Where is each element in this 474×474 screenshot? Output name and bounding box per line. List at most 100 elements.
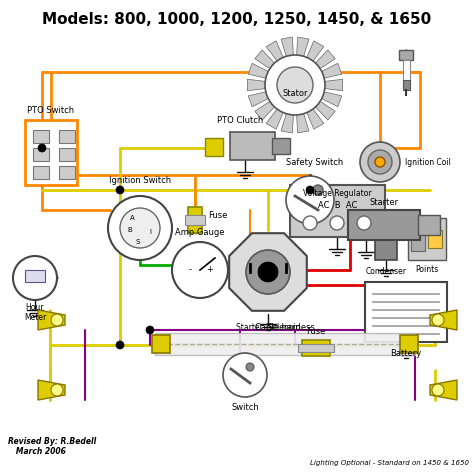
Text: PTO Switch: PTO Switch: [27, 106, 74, 115]
Text: Lighting Optional - Standard on 1450 & 1650: Lighting Optional - Standard on 1450 & 1…: [310, 460, 469, 466]
FancyBboxPatch shape: [302, 340, 330, 356]
Circle shape: [51, 314, 63, 326]
Text: Ignition Coil: Ignition Coil: [405, 157, 451, 166]
FancyBboxPatch shape: [185, 215, 205, 225]
Text: PTO Clutch: PTO Clutch: [217, 116, 263, 125]
Text: +: +: [207, 265, 213, 274]
Text: Starter  Solenoid: Starter Solenoid: [236, 322, 300, 331]
Circle shape: [286, 176, 334, 224]
Polygon shape: [322, 92, 342, 107]
FancyBboxPatch shape: [411, 223, 425, 251]
Circle shape: [13, 256, 57, 300]
Text: A: A: [129, 215, 134, 221]
Text: Switch: Switch: [231, 402, 259, 411]
FancyBboxPatch shape: [272, 138, 290, 154]
Circle shape: [116, 186, 124, 194]
Circle shape: [368, 150, 392, 174]
Circle shape: [330, 216, 344, 230]
Text: Hour: Hour: [26, 303, 44, 312]
FancyBboxPatch shape: [298, 344, 334, 352]
FancyBboxPatch shape: [408, 218, 446, 260]
Polygon shape: [266, 41, 283, 61]
Text: Voltage Regulator: Voltage Regulator: [303, 189, 372, 198]
Text: Starter: Starter: [369, 198, 399, 207]
Circle shape: [172, 242, 228, 298]
Circle shape: [146, 326, 154, 334]
Circle shape: [223, 353, 267, 397]
FancyBboxPatch shape: [188, 207, 202, 233]
Circle shape: [360, 142, 400, 182]
Polygon shape: [307, 109, 324, 129]
Text: Condenser: Condenser: [365, 267, 407, 276]
FancyBboxPatch shape: [33, 148, 49, 161]
Polygon shape: [430, 380, 457, 400]
FancyBboxPatch shape: [25, 120, 77, 185]
Polygon shape: [248, 92, 268, 107]
Polygon shape: [248, 64, 268, 78]
Text: AC  B  AC: AC B AC: [318, 201, 357, 210]
Polygon shape: [281, 114, 293, 133]
Polygon shape: [307, 41, 324, 61]
FancyBboxPatch shape: [399, 50, 413, 60]
Text: Points: Points: [415, 265, 438, 274]
Text: I: I: [149, 229, 151, 235]
Circle shape: [313, 185, 323, 195]
Circle shape: [303, 216, 317, 230]
Text: Models: 800, 1000, 1200, 1250, 1450, & 1650: Models: 800, 1000, 1200, 1250, 1450, & 1…: [42, 12, 432, 27]
FancyBboxPatch shape: [25, 270, 45, 282]
Circle shape: [357, 216, 371, 230]
FancyBboxPatch shape: [365, 282, 447, 342]
Text: -: -: [189, 265, 191, 274]
Circle shape: [38, 144, 46, 152]
FancyBboxPatch shape: [33, 130, 49, 143]
Circle shape: [277, 67, 313, 103]
Polygon shape: [247, 79, 265, 91]
Polygon shape: [281, 37, 293, 56]
Circle shape: [51, 384, 63, 396]
FancyBboxPatch shape: [205, 138, 223, 156]
FancyBboxPatch shape: [418, 215, 440, 235]
FancyBboxPatch shape: [400, 335, 418, 353]
Circle shape: [306, 186, 314, 194]
Polygon shape: [297, 114, 309, 133]
FancyBboxPatch shape: [59, 130, 75, 143]
Text: Meter: Meter: [24, 313, 46, 322]
FancyBboxPatch shape: [59, 166, 75, 179]
Polygon shape: [297, 37, 309, 56]
Polygon shape: [255, 50, 274, 69]
Circle shape: [375, 157, 385, 167]
Text: Amp Gauge: Amp Gauge: [175, 228, 225, 237]
FancyBboxPatch shape: [33, 166, 49, 179]
FancyBboxPatch shape: [403, 80, 410, 90]
Circle shape: [246, 250, 290, 294]
Polygon shape: [266, 109, 283, 129]
Polygon shape: [38, 380, 65, 400]
Polygon shape: [316, 101, 335, 120]
FancyBboxPatch shape: [152, 335, 170, 353]
Polygon shape: [325, 79, 343, 91]
Text: Revised By: R.Bedell
   March 2006: Revised By: R.Bedell March 2006: [8, 437, 96, 456]
Polygon shape: [430, 310, 457, 330]
Circle shape: [116, 341, 124, 349]
Text: B: B: [128, 227, 132, 233]
FancyBboxPatch shape: [403, 60, 410, 82]
Text: Cable harness: Cable harness: [255, 323, 315, 332]
Circle shape: [432, 314, 444, 326]
Polygon shape: [229, 233, 307, 311]
Polygon shape: [255, 101, 274, 120]
Circle shape: [120, 208, 160, 248]
Text: Fuse: Fuse: [306, 328, 326, 337]
FancyBboxPatch shape: [230, 132, 275, 160]
Text: Ignition Switch: Ignition Switch: [109, 175, 171, 184]
Text: Battery: Battery: [391, 349, 422, 358]
FancyBboxPatch shape: [155, 333, 415, 355]
FancyBboxPatch shape: [375, 220, 397, 260]
Circle shape: [258, 262, 278, 282]
Circle shape: [108, 196, 172, 260]
FancyBboxPatch shape: [348, 210, 420, 240]
Polygon shape: [316, 50, 335, 69]
Circle shape: [246, 363, 254, 371]
FancyBboxPatch shape: [290, 185, 385, 237]
Circle shape: [265, 55, 325, 115]
Polygon shape: [38, 310, 65, 330]
